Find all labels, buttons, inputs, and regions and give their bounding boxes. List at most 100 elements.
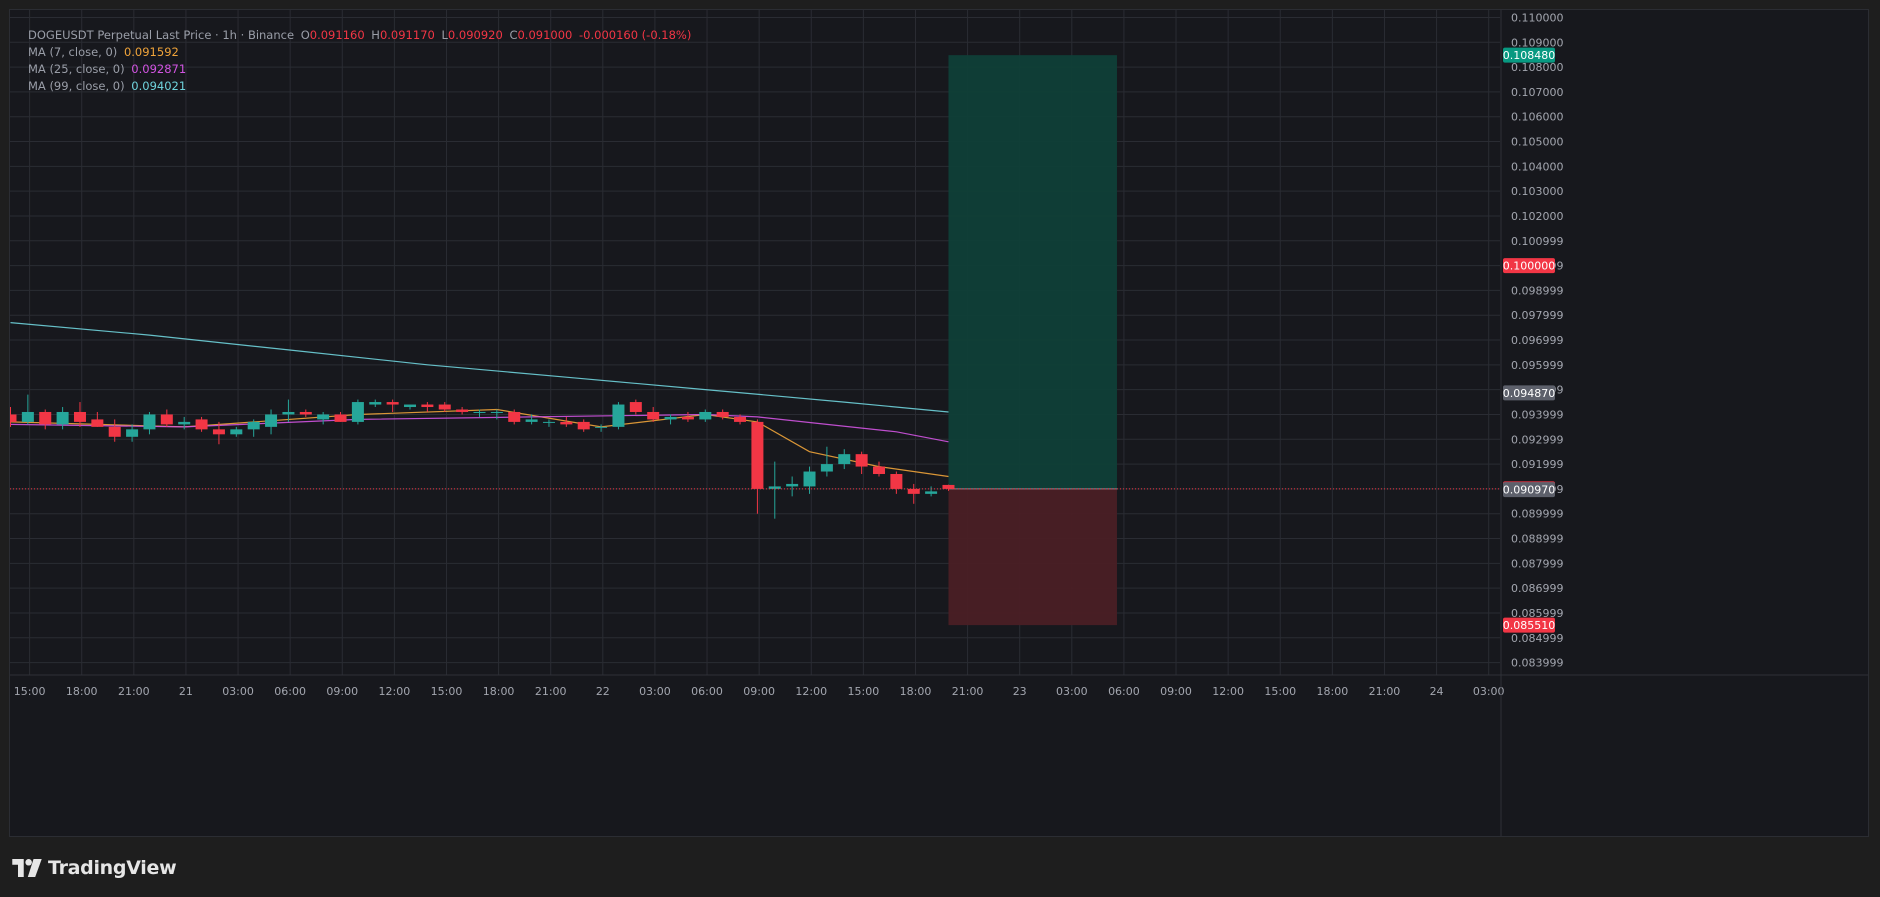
candle-body	[699, 411, 712, 420]
x-tick-label: 18:00	[1317, 685, 1349, 698]
candle-body	[664, 416, 677, 420]
candle-body	[212, 429, 225, 435]
candle-body	[438, 404, 451, 410]
x-tick-label: 21:00	[1369, 685, 1401, 698]
candle-body	[681, 416, 694, 420]
y-tick-label: 0.102000	[1511, 210, 1564, 223]
ma25-legend-row[interactable]: MA (25, close, 0) 0.092871	[28, 61, 694, 78]
candle-body	[160, 414, 173, 425]
y-tick-label: 0.091999	[1511, 458, 1564, 471]
candle-body	[786, 483, 799, 487]
candle-body	[508, 411, 521, 422]
price-badge	[1503, 258, 1555, 274]
y-tick-label: 0.103000	[1511, 185, 1564, 198]
ma99-legend-row[interactable]: MA (99, close, 0) 0.094021	[28, 78, 694, 95]
candle-body	[230, 429, 243, 435]
tradingview-brand[interactable]: TradingView	[12, 854, 177, 882]
position-profit-zone	[948, 55, 1117, 489]
price-chart[interactable]: 0.110000 0.109000 0.108000 0.107000 0.106000…	[10, 10, 1868, 836]
candle-body	[734, 416, 747, 422]
x-tick-label: 03:00	[639, 685, 671, 698]
candle-body	[247, 421, 260, 430]
candle-body	[925, 491, 938, 494]
price-badge	[1503, 482, 1555, 498]
high-value: 0.091170	[379, 28, 435, 42]
y-tick-label: 0.106000	[1511, 111, 1564, 124]
ma-line-2	[10, 322, 949, 413]
x-tick-label: 21	[179, 685, 193, 698]
price-badge-label: 0.094870	[1503, 387, 1556, 400]
candle-body	[369, 402, 382, 405]
y-tick-label: 0.095999	[1511, 359, 1564, 372]
ohlc-legend-row: DOGEUSDT Perpetual Last Price · 1h · Bin…	[28, 27, 694, 44]
x-tick-label: 09:00	[1160, 685, 1192, 698]
candle-body	[282, 411, 295, 415]
candle-body	[317, 414, 330, 420]
y-tick-label: 0.086999	[1511, 582, 1564, 595]
price-badge-label: 0.090970	[1503, 484, 1556, 497]
candle-body	[39, 411, 52, 425]
candle-body	[820, 464, 833, 472]
y-tick-label: 0.088999	[1511, 533, 1564, 546]
y-tick-label: 0.110000	[1511, 11, 1564, 24]
close-label: C	[509, 28, 518, 42]
x-tick-label: 18:00	[900, 685, 932, 698]
price-badge-label: 0.100000	[1503, 260, 1556, 273]
candle-body	[629, 402, 642, 412]
candle-body	[73, 411, 86, 422]
candle-body	[473, 411, 486, 413]
y-tick-label: 0.107000	[1511, 86, 1564, 99]
y-tick-label: 0.108000	[1511, 61, 1564, 74]
chart-panel[interactable]: 0.110000 0.109000 0.108000 0.107000 0.106000…	[9, 9, 1869, 837]
ma25-value: 0.092871	[131, 62, 187, 76]
candle-body	[108, 426, 121, 437]
x-tick-label: 12:00	[1212, 685, 1244, 698]
candle-body	[612, 404, 625, 427]
ma25-label: MA (25, close, 0)	[28, 62, 125, 76]
y-tick-label: 0.093999	[1511, 408, 1564, 421]
y-tick-label: 0.097999	[1511, 309, 1564, 322]
x-tick-label: 06:00	[274, 685, 306, 698]
candle-body	[421, 404, 434, 408]
y-tick-label: 0.104000	[1511, 160, 1564, 173]
y-tick-label: 0.084999	[1511, 632, 1564, 645]
candle-body	[334, 414, 347, 422]
x-tick-label: 21:00	[535, 685, 567, 698]
candle-body	[907, 488, 920, 494]
x-tick-label: 18:00	[483, 685, 515, 698]
y-tick-label: 0.100999	[1511, 235, 1564, 248]
candle-body	[647, 411, 660, 420]
x-tick-label: 09:00	[743, 685, 775, 698]
price-badge	[1503, 617, 1555, 633]
x-tick-label: 18:00	[66, 685, 98, 698]
x-tick-label: 15:00	[1264, 685, 1296, 698]
y-tick-label: 0.083999	[1511, 657, 1564, 670]
candle-body	[143, 414, 156, 430]
price-badge-label: 0.108480	[1503, 49, 1556, 62]
x-tick-label: 12:00	[379, 685, 411, 698]
x-tick-label: 09:00	[326, 685, 358, 698]
candle-body	[10, 414, 17, 422]
ma99-value: 0.094021	[131, 79, 187, 93]
candle-body	[456, 409, 469, 412]
candle-body	[178, 421, 191, 425]
x-tick-label: 06:00	[1108, 685, 1140, 698]
chart-legend: DOGEUSDT Perpetual Last Price · 1h · Bin…	[28, 27, 694, 95]
candle-body	[716, 411, 729, 417]
candle-body	[873, 466, 885, 475]
price-badge	[1503, 385, 1555, 401]
x-tick-label: 23	[1013, 685, 1027, 698]
x-tick-label: 03:00	[1473, 685, 1505, 698]
y-tick-label: 0.105000	[1511, 136, 1564, 149]
x-tick-label: 12:00	[795, 685, 827, 698]
candle-body	[386, 402, 399, 405]
candle-body	[351, 402, 364, 422]
ma7-legend-row[interactable]: MA (7, close, 0) 0.091592	[28, 44, 694, 61]
candle-body	[751, 421, 764, 489]
x-tick-label: 15:00	[848, 685, 880, 698]
candle-body	[91, 419, 104, 427]
price-badge-label: 0.085510	[1503, 619, 1556, 632]
y-tick-label: 0.096999	[1511, 334, 1564, 347]
x-tick-label: 03:00	[222, 685, 254, 698]
ma99-label: MA (99, close, 0)	[28, 79, 125, 93]
